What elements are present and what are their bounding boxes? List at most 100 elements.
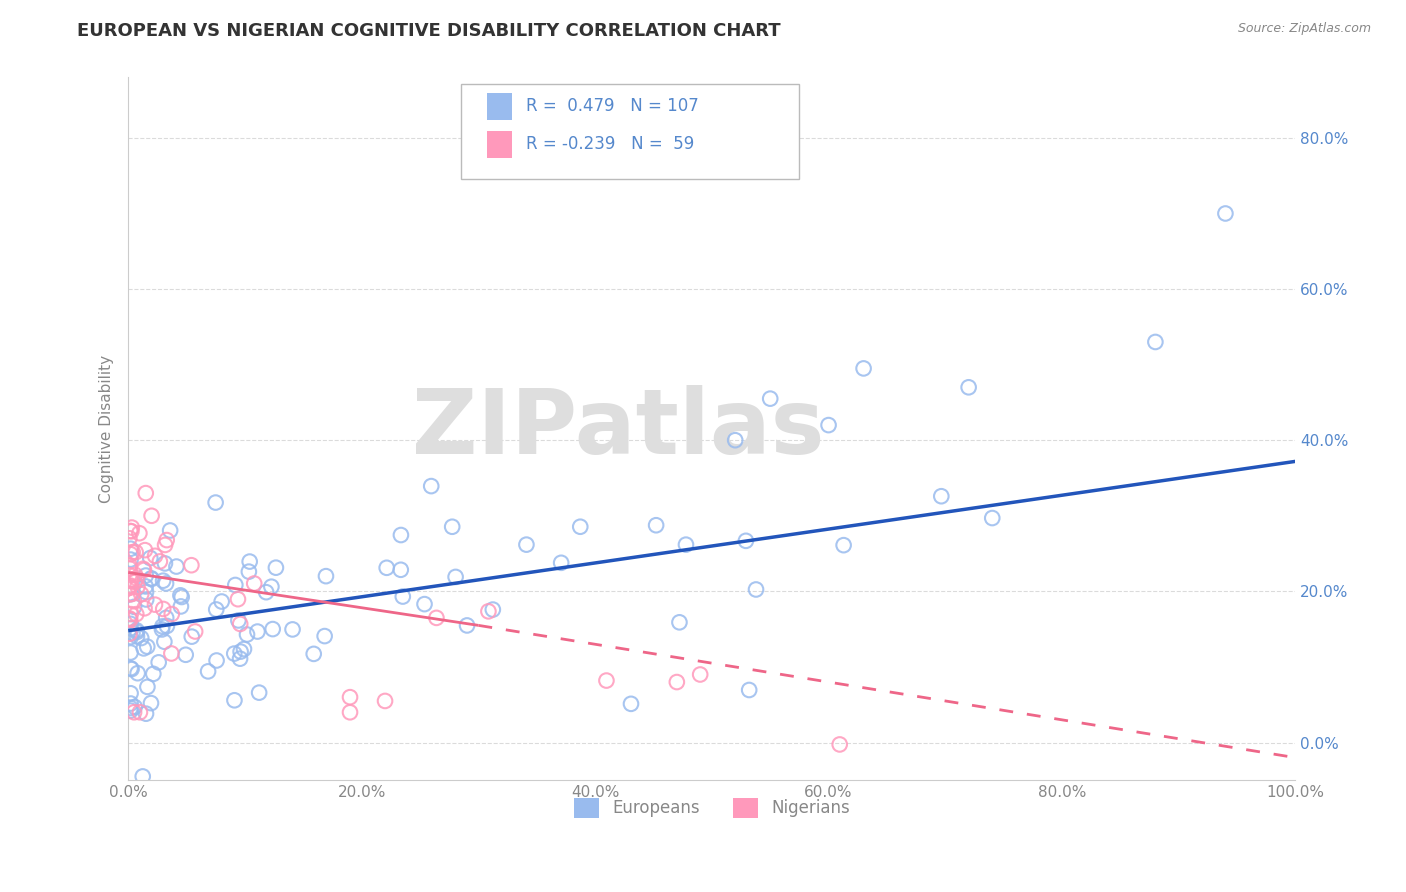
Legend: Europeans, Nigerians: Europeans, Nigerians	[567, 791, 856, 825]
Point	[281, 623, 304, 637]
Text: R =  0.479   N = 107: R = 0.479 N = 107	[526, 97, 699, 115]
Point	[122, 706, 145, 720]
Y-axis label: Cognitive Disability: Cognitive Disability	[100, 355, 114, 503]
Point	[141, 571, 163, 585]
Point	[138, 783, 160, 797]
Point	[132, 769, 155, 783]
Point	[124, 700, 146, 714]
Point	[120, 579, 142, 593]
Point	[128, 526, 150, 541]
Point	[136, 680, 159, 694]
Point	[224, 647, 246, 661]
Point	[205, 653, 228, 667]
Point	[165, 559, 187, 574]
Point	[139, 551, 162, 566]
Point	[315, 569, 337, 583]
Point	[120, 701, 142, 715]
Point	[120, 661, 142, 675]
Point	[141, 508, 163, 523]
Point	[665, 675, 688, 690]
Point	[118, 581, 141, 595]
Point	[124, 575, 146, 590]
Point	[482, 602, 505, 616]
Point	[675, 538, 697, 552]
Point	[148, 656, 170, 670]
Point	[243, 576, 266, 591]
Point	[121, 587, 143, 601]
Point	[957, 380, 980, 394]
Point	[129, 706, 152, 720]
Point	[142, 666, 165, 681]
Point	[120, 573, 142, 587]
Point	[174, 648, 197, 662]
Point	[120, 524, 142, 538]
Point	[413, 597, 436, 611]
Point	[668, 615, 690, 630]
Point	[689, 667, 711, 681]
Point	[738, 683, 761, 698]
Point	[120, 621, 142, 635]
Point	[120, 587, 142, 601]
Point	[160, 607, 183, 621]
Point	[238, 565, 260, 579]
Point	[170, 590, 193, 604]
Point	[981, 511, 1004, 525]
Point	[1144, 334, 1167, 349]
Point	[150, 619, 173, 633]
Point	[759, 392, 782, 406]
Point	[124, 545, 146, 559]
Point	[569, 520, 592, 534]
Point	[254, 585, 277, 599]
Point	[153, 634, 176, 648]
Point	[156, 533, 179, 547]
Point	[120, 646, 142, 660]
Point	[118, 627, 141, 641]
Point	[420, 479, 443, 493]
Point	[233, 642, 256, 657]
Point	[735, 533, 758, 548]
Point	[817, 418, 839, 433]
Point	[170, 599, 193, 614]
Point	[118, 579, 141, 593]
Point	[832, 538, 855, 552]
Point	[247, 686, 270, 700]
Point	[125, 607, 148, 621]
Point	[239, 555, 262, 569]
Point	[125, 571, 148, 585]
Point	[129, 631, 152, 645]
Point	[224, 693, 246, 707]
Point	[441, 520, 464, 534]
Point	[236, 627, 259, 641]
Point	[169, 588, 191, 602]
Point	[135, 579, 157, 593]
Point	[118, 531, 141, 545]
Point	[264, 560, 287, 574]
Point	[118, 611, 141, 625]
Point	[118, 561, 141, 575]
Point	[135, 486, 157, 500]
Point	[229, 645, 252, 659]
Point	[120, 697, 142, 711]
Point	[224, 578, 246, 592]
Point	[425, 611, 447, 625]
Point	[228, 614, 250, 628]
Point	[153, 538, 176, 552]
Point	[160, 647, 183, 661]
Point	[125, 624, 148, 638]
Point	[339, 690, 361, 705]
Point	[456, 618, 478, 632]
Point	[229, 616, 252, 631]
Text: ZIPatlas: ZIPatlas	[412, 384, 825, 473]
Point	[139, 696, 162, 710]
Point	[477, 604, 499, 618]
FancyBboxPatch shape	[461, 85, 800, 179]
Point	[595, 673, 617, 688]
Point	[134, 601, 156, 615]
Point	[152, 574, 174, 588]
Point	[120, 613, 142, 627]
Point	[120, 704, 142, 718]
Point	[197, 665, 219, 679]
Point	[132, 641, 155, 656]
Point	[121, 662, 143, 676]
Point	[180, 558, 202, 573]
